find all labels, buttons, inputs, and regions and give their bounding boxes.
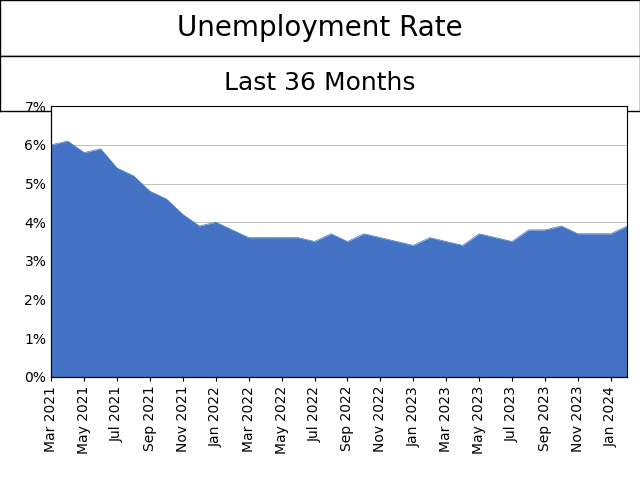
Text: Unemployment Rate: Unemployment Rate xyxy=(177,14,463,42)
Text: Last 36 Months: Last 36 Months xyxy=(224,71,416,95)
